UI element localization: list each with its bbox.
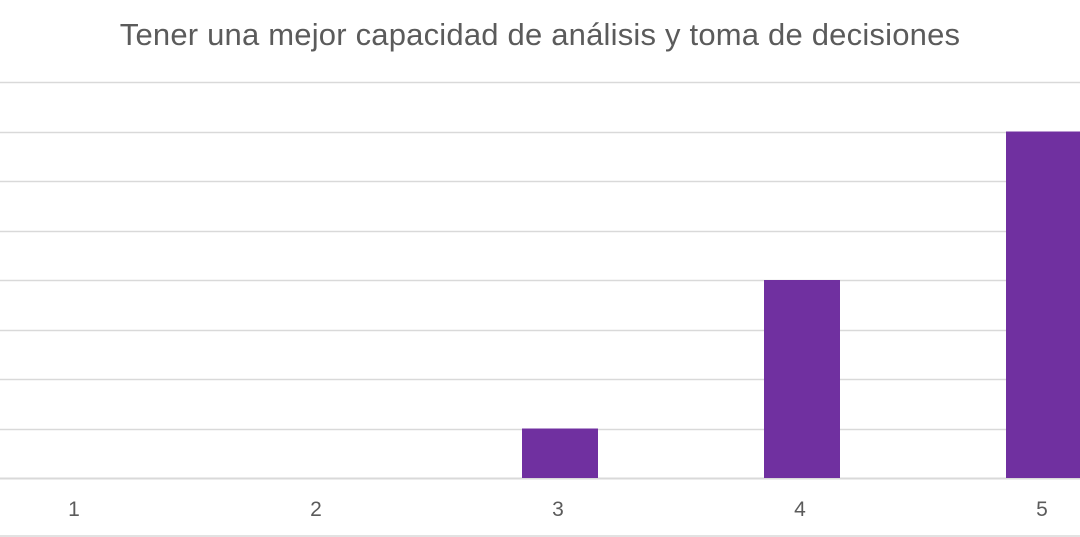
chart-title: Tener una mejor capacidad de análisis y … [119, 17, 961, 52]
bar-5 [1006, 131, 1080, 478]
x-tick-label-5: 5 [1036, 498, 1048, 521]
x-axis-tick-labels: 1 2 3 4 5 [68, 498, 1048, 521]
x-tick-label-4: 4 [794, 498, 806, 521]
x-tick-label-3: 3 [552, 498, 564, 521]
x-tick-label-2: 2 [310, 498, 322, 521]
bars [522, 131, 1080, 478]
x-tick-label-1: 1 [68, 498, 80, 521]
bar-4 [764, 280, 840, 478]
bar-3 [522, 428, 598, 478]
